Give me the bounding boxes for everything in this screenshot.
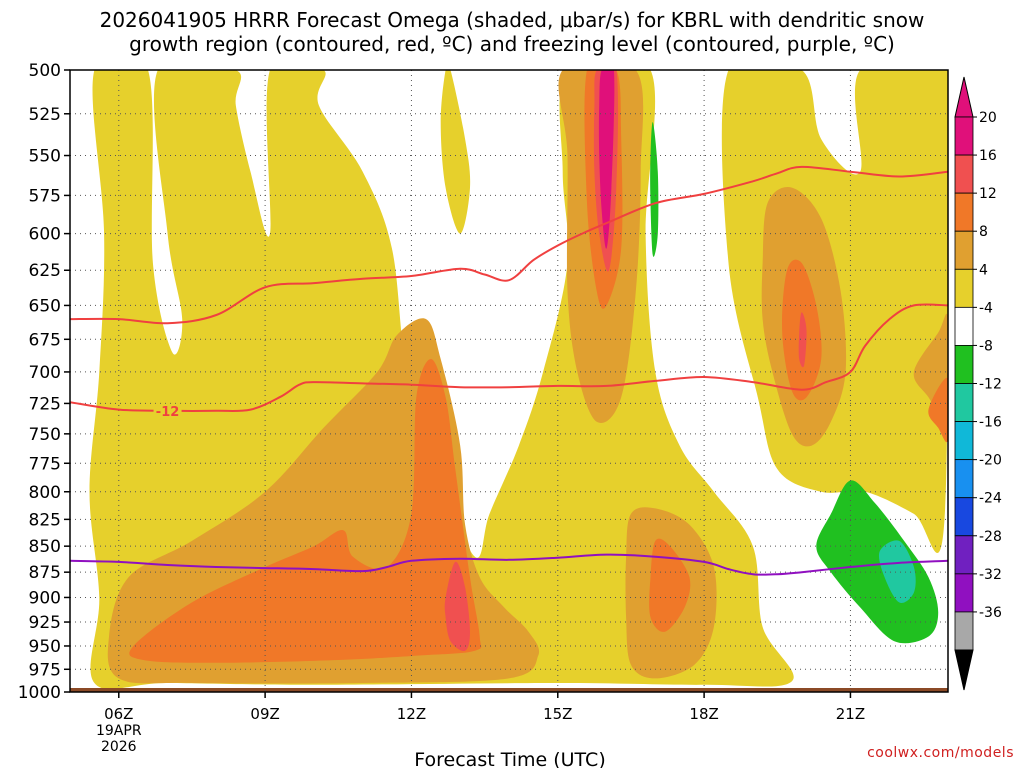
omega-region-20-16 (598, 70, 615, 249)
y-tick-label-800: 800 (29, 483, 61, 503)
ground-strip (70, 688, 948, 692)
colorbar-swatch-1 (954, 154, 974, 194)
y-tick-label-675: 675 (29, 330, 61, 350)
omega-region-neg8-19 (878, 540, 916, 603)
colorbar-label-7: -12 (979, 377, 1002, 393)
contour--12 (70, 303, 948, 412)
colorbar-label-8: -16 (979, 415, 1002, 431)
colorbar-label-5: -4 (979, 300, 993, 316)
y-tick-label-525: 525 (29, 105, 61, 125)
y-tick-label-725: 725 (29, 394, 61, 414)
colorbar-label-9: -20 (979, 453, 1002, 469)
chart-title: 2026041905 HRRR Forecast Omega (shaded, … (0, 8, 1024, 56)
y-tick-label-850: 850 (29, 537, 61, 557)
colorbar-swatch-10 (954, 497, 974, 537)
colorbar: 20 16 12 8 4 -4 -8 -12 -16 -20 -24 -28 -32 -36 (954, 76, 1002, 691)
y-tick-label-825: 825 (29, 510, 61, 530)
contour-freezing-level (70, 553, 948, 576)
y-tick-label-600: 600 (29, 225, 61, 245)
x-tick-label-15Z: 15Z (543, 705, 572, 723)
y-tick-label-950: 950 (29, 637, 61, 657)
colorbar-swatch-11 (954, 535, 974, 575)
colorbar-top-arrow (954, 76, 974, 118)
omega-region-12-8 (129, 359, 482, 663)
colorbar-swatch-2 (954, 192, 974, 232)
colorbar-label-13: -36 (979, 605, 1002, 621)
x-tick-sublabel-1: 2026 (101, 739, 137, 755)
y-tick-label-575: 575 (29, 186, 61, 206)
y-tick-label-925: 925 (29, 613, 61, 633)
colorbar-label-1: 16 (979, 148, 997, 164)
y-tick-label-1000: 1000 (18, 683, 61, 703)
colorbar-label-0: 20 (979, 110, 997, 126)
x-axis-label: Forecast Time (UTC) (414, 749, 605, 768)
colorbar-swatch-4 (954, 268, 974, 308)
y-tick-label-750: 750 (29, 425, 61, 445)
colorbar-swatch-0 (954, 116, 974, 156)
omega-region-4-1 (440, 70, 471, 234)
colorbar-label-6: -8 (979, 338, 993, 354)
colorbar-swatch-3 (954, 230, 974, 270)
colorbar-swatch-5 (954, 306, 974, 346)
x-tick-label-18Z: 18Z (689, 705, 718, 723)
plot-frame (69, 69, 949, 693)
colorbar-label-3: 8 (979, 224, 988, 240)
colorbar-label-11: -28 (979, 529, 1002, 545)
axes: 500 525 550 575 600 625 650 675 700 725 750 775 800 8… (18, 61, 865, 755)
colorbar-label-12: -32 (979, 567, 1002, 583)
colorbar-swatch-9 (954, 459, 974, 499)
y-tick-label-900: 900 (29, 588, 61, 608)
x-tick-label-06Z: 06Z (104, 705, 133, 723)
plot-border (69, 69, 949, 693)
omega-region-12-10 (649, 538, 691, 632)
omega-region-16-15 (798, 312, 807, 368)
chart-title-line-2: growth region (contoured, red, ºC) and f… (129, 32, 895, 56)
x-tick-label-21Z: 21Z (836, 705, 865, 723)
grid-lines (70, 70, 948, 692)
contour-label--12: -12 (156, 405, 180, 420)
chart-title-line-1: 2026041905 HRRR Forecast Omega (shaded, … (99, 8, 925, 32)
omega-region-16-13 (444, 561, 470, 651)
y-tick-label-875: 875 (29, 563, 61, 583)
contour-lines: -12 (70, 165, 948, 576)
colorbar-swatch-7 (954, 383, 974, 422)
credit-text: coolwx.com/models (867, 745, 1014, 761)
y-tick-label-550: 550 (29, 147, 61, 167)
colorbar-swatch-12 (954, 573, 974, 613)
colorbar-label-10: -24 (979, 491, 1002, 507)
y-tick-label-975: 975 (29, 660, 61, 680)
colorbar-swatch-13 (954, 611, 974, 651)
contour-label-bg (153, 403, 182, 418)
y-tick-label-625: 625 (29, 261, 61, 281)
y-tick-label-650: 650 (29, 296, 61, 316)
omega-region-12-12 (928, 377, 948, 443)
y-tick-label-775: 775 (29, 454, 61, 474)
x-tick-label-12Z: 12Z (397, 705, 426, 723)
omega-region-neg4-17 (650, 122, 659, 257)
y-tick-label-500: 500 (29, 61, 61, 81)
colorbar-swatch-6 (954, 345, 974, 384)
x-tick-label-09Z: 09Z (250, 705, 279, 723)
colorbar-label-4: 4 (979, 262, 988, 278)
colorbar-bottom-arrow (954, 649, 974, 691)
x-tick-sublabel-0: 19APR (96, 723, 142, 739)
contour--16 (70, 165, 948, 325)
colorbar-swatch-8 (954, 421, 974, 461)
colorbar-label-2: 12 (979, 186, 997, 202)
omega-region-neg4-18 (816, 480, 939, 644)
omega-shading (70, 70, 948, 692)
y-tick-label-700: 700 (29, 363, 61, 383)
